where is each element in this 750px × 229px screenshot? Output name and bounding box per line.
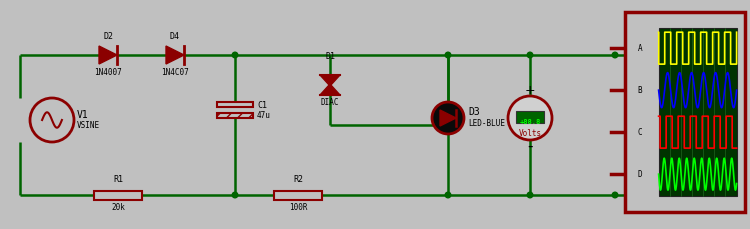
Text: LED-BLUE: LED-BLUE — [468, 118, 505, 128]
Polygon shape — [166, 46, 184, 64]
Text: Volts: Volts — [518, 130, 542, 139]
Text: +: + — [525, 85, 536, 98]
Text: D3: D3 — [468, 107, 480, 117]
Text: C1: C1 — [257, 101, 267, 111]
Circle shape — [232, 52, 238, 58]
Text: 100R: 100R — [289, 202, 308, 212]
Circle shape — [232, 192, 238, 198]
Bar — [94, 191, 142, 199]
Text: A: A — [638, 44, 643, 53]
Text: -: - — [527, 139, 532, 153]
Text: R2: R2 — [293, 174, 303, 183]
Text: D: D — [638, 170, 643, 179]
Polygon shape — [440, 110, 456, 126]
Text: V1: V1 — [77, 110, 88, 120]
Text: D4: D4 — [170, 32, 180, 41]
Text: C: C — [638, 128, 643, 137]
Circle shape — [432, 102, 464, 134]
Bar — [217, 113, 253, 118]
Bar — [516, 111, 544, 123]
Text: D1: D1 — [325, 52, 335, 61]
Polygon shape — [320, 75, 340, 86]
Polygon shape — [320, 84, 340, 95]
Circle shape — [612, 52, 618, 58]
Bar — [658, 28, 736, 196]
Text: DIAC: DIAC — [321, 98, 339, 107]
Text: D2: D2 — [103, 32, 113, 41]
Circle shape — [527, 52, 532, 58]
Bar — [217, 102, 253, 107]
Text: 1N4007: 1N4007 — [94, 68, 122, 77]
Circle shape — [527, 192, 532, 198]
Circle shape — [446, 52, 451, 58]
Polygon shape — [99, 46, 117, 64]
Circle shape — [612, 192, 618, 198]
Text: 20k: 20k — [111, 202, 125, 212]
Text: B: B — [638, 86, 643, 95]
Bar — [274, 191, 322, 199]
Circle shape — [30, 98, 74, 142]
Text: +88.8: +88.8 — [519, 119, 541, 125]
Bar — [625, 12, 745, 212]
Text: 47u: 47u — [257, 112, 271, 120]
Circle shape — [446, 192, 451, 198]
Circle shape — [508, 96, 552, 140]
Text: R1: R1 — [113, 174, 123, 183]
Text: 1N4C07: 1N4C07 — [161, 68, 189, 77]
Text: VSINE: VSINE — [77, 122, 101, 131]
